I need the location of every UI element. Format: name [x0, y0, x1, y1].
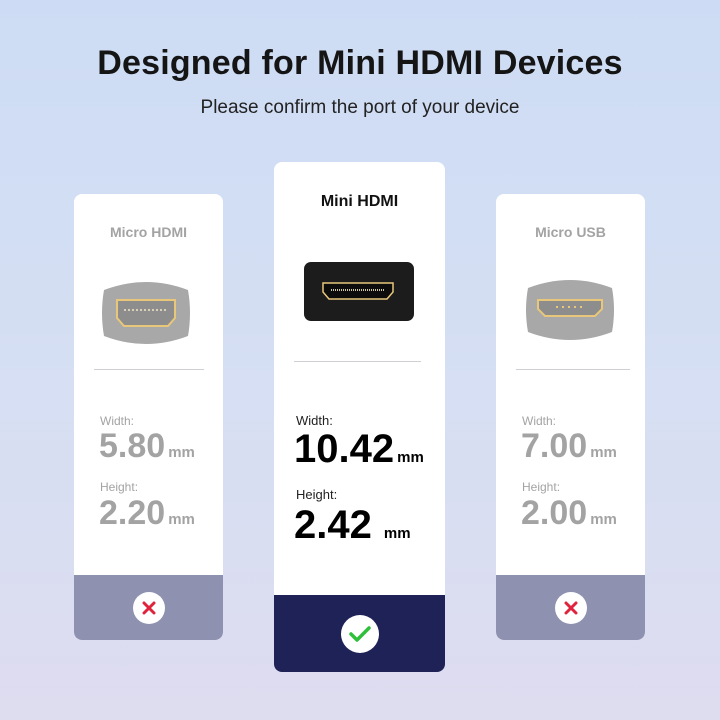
card-title: Micro HDMI: [110, 224, 187, 240]
height-label: Height:: [522, 480, 561, 494]
height-value: 2.00 mm: [521, 494, 617, 532]
card-micro-hdmi: Micro HDMI Width: 5.80 mm Height: 2.20 mm: [74, 194, 223, 640]
check-icon: [340, 614, 379, 653]
height-label: Height:: [296, 487, 338, 502]
width-value: 7.00 mm: [521, 427, 617, 465]
cross-icon: [132, 591, 165, 624]
card-title: Mini HDMI: [320, 193, 399, 210]
cross-icon: [554, 591, 587, 624]
compatible-band: [274, 595, 445, 672]
page-title: Designed for Mini HDMI Devices: [97, 44, 623, 82]
width-label: Width:: [100, 414, 135, 428]
incompatible-band: [74, 575, 223, 640]
micro-hdmi-port-image: [102, 282, 190, 344]
height-label: Height:: [100, 480, 139, 494]
incompatible-band: [496, 575, 645, 640]
micro-usb-port-image: [526, 280, 614, 340]
page-subtitle: Please confirm the port of your device: [200, 97, 520, 118]
height-value: 2.20 mm: [99, 494, 195, 532]
card-micro-usb: Micro USB Width: 7.00 mm Height: 2.00 mm: [496, 194, 645, 640]
width-label: Width:: [296, 413, 333, 428]
mini-hdmi-port-image: [304, 262, 414, 321]
card-title: Micro USB: [535, 224, 606, 240]
width-label: Width:: [522, 414, 557, 428]
width-value: 10.42 mm: [294, 427, 424, 471]
width-value: 5.80 mm: [99, 427, 195, 465]
height-value: 2.42 mm: [294, 503, 411, 547]
card-mini-hdmi: Mini HDMI Width: 10.42 mm Height: 2.42 mm: [274, 162, 445, 672]
